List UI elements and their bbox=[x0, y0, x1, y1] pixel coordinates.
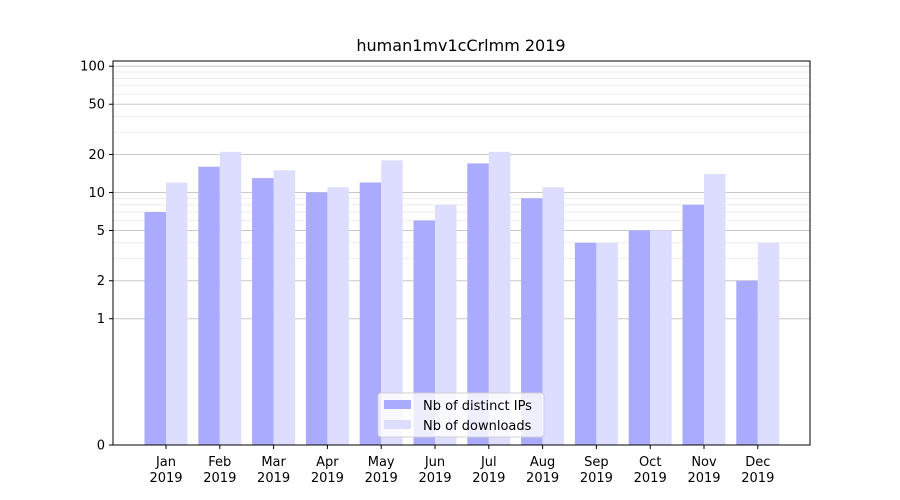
chart-title: human1mv1cCrlmm 2019 bbox=[356, 36, 565, 55]
x-tick-label-month: Aug bbox=[530, 455, 555, 470]
x-tick-label-year: 2019 bbox=[149, 471, 182, 486]
bar-ips-aug bbox=[521, 198, 543, 445]
bar-ips-apr bbox=[305, 192, 328, 445]
x-tick-label-year: 2019 bbox=[580, 471, 613, 486]
x-tick-label-month: Mar bbox=[261, 455, 286, 470]
x-tick-label-month: Jan bbox=[155, 455, 176, 470]
plot-frame bbox=[112, 60, 811, 446]
x-tick-label-year: 2019 bbox=[741, 471, 774, 486]
x-tick-label-year: 2019 bbox=[257, 471, 290, 486]
bar-downloads-nov bbox=[704, 174, 726, 445]
x-tick-label-year: 2019 bbox=[687, 471, 720, 486]
x-tick-label-month: Jun bbox=[424, 455, 445, 470]
legend-swatch bbox=[384, 420, 411, 429]
y-axis: 0 1 2 5 10 20 50 100 bbox=[80, 60, 113, 454]
x-tick-label-month: Feb bbox=[208, 455, 231, 470]
legend: Nb of distinct IPs Nb of downloads bbox=[377, 392, 545, 438]
x-tick-label-month: Dec bbox=[745, 455, 770, 470]
y-tick-label: 50 bbox=[88, 98, 105, 113]
x-tick-label-month: Apr bbox=[316, 455, 339, 470]
bars bbox=[144, 151, 780, 446]
bar-downloads-apr bbox=[327, 187, 349, 446]
x-tick-label-year: 2019 bbox=[365, 471, 398, 486]
x-tick-label-month: Nov bbox=[691, 455, 717, 470]
legend-label: Nb of downloads bbox=[423, 419, 532, 434]
x-tick-label-year: 2019 bbox=[526, 471, 559, 486]
x-tick-label-month: May bbox=[368, 455, 395, 470]
bar-downloads-sep bbox=[596, 242, 618, 445]
x-tick-label-year: 2019 bbox=[472, 471, 505, 486]
y-tick-label: 20 bbox=[88, 148, 105, 163]
bar-ips-sep bbox=[574, 242, 597, 445]
bar-downloads-aug bbox=[542, 187, 565, 446]
legend-swatch bbox=[384, 400, 411, 409]
legend-label: Nb of distinct IPs bbox=[423, 399, 532, 414]
x-tick-label-month: Oct bbox=[639, 455, 661, 470]
y-tick-label: 100 bbox=[80, 60, 105, 75]
x-tick-label-month: Sep bbox=[584, 455, 609, 470]
x-tick-label-year: 2019 bbox=[418, 471, 451, 486]
y-tick-label: 1 bbox=[97, 312, 105, 327]
bar-ips-jan bbox=[144, 212, 166, 445]
bar-ips-jun bbox=[413, 220, 435, 445]
bar-downloads-feb bbox=[219, 151, 242, 445]
bar-downloads-oct bbox=[650, 230, 672, 445]
bar-ips-nov bbox=[682, 204, 704, 445]
x-tick-label-month: Jul bbox=[480, 455, 497, 470]
x-tick-label-year: 2019 bbox=[311, 471, 344, 486]
bar-downloads-jun bbox=[435, 204, 457, 445]
bar-downloads-dec bbox=[757, 242, 780, 445]
bar-ips-dec bbox=[736, 280, 758, 445]
bar-ips-jul bbox=[467, 163, 489, 445]
legend-box bbox=[377, 392, 545, 438]
x-tick-label-year: 2019 bbox=[203, 471, 236, 486]
bar-ips-oct bbox=[628, 230, 651, 445]
bar-ips-feb bbox=[198, 166, 220, 445]
y-tick-label: 0 bbox=[97, 439, 105, 454]
y-tick-label: 2 bbox=[97, 274, 105, 289]
bar-ips-may bbox=[359, 182, 382, 445]
x-tick-label-year: 2019 bbox=[634, 471, 667, 486]
bar-downloads-mar bbox=[273, 170, 296, 445]
y-tick-label: 5 bbox=[97, 224, 105, 239]
bar-downloads-jan bbox=[166, 182, 188, 445]
x-axis: Jan2019Feb2019Mar2019Apr2019May2019Jun20… bbox=[149, 445, 774, 486]
bar-downloads-may bbox=[381, 160, 403, 446]
y-tick-label: 10 bbox=[88, 186, 105, 201]
bar-ips-mar bbox=[252, 178, 274, 446]
bar-downloads-jul bbox=[488, 151, 511, 445]
